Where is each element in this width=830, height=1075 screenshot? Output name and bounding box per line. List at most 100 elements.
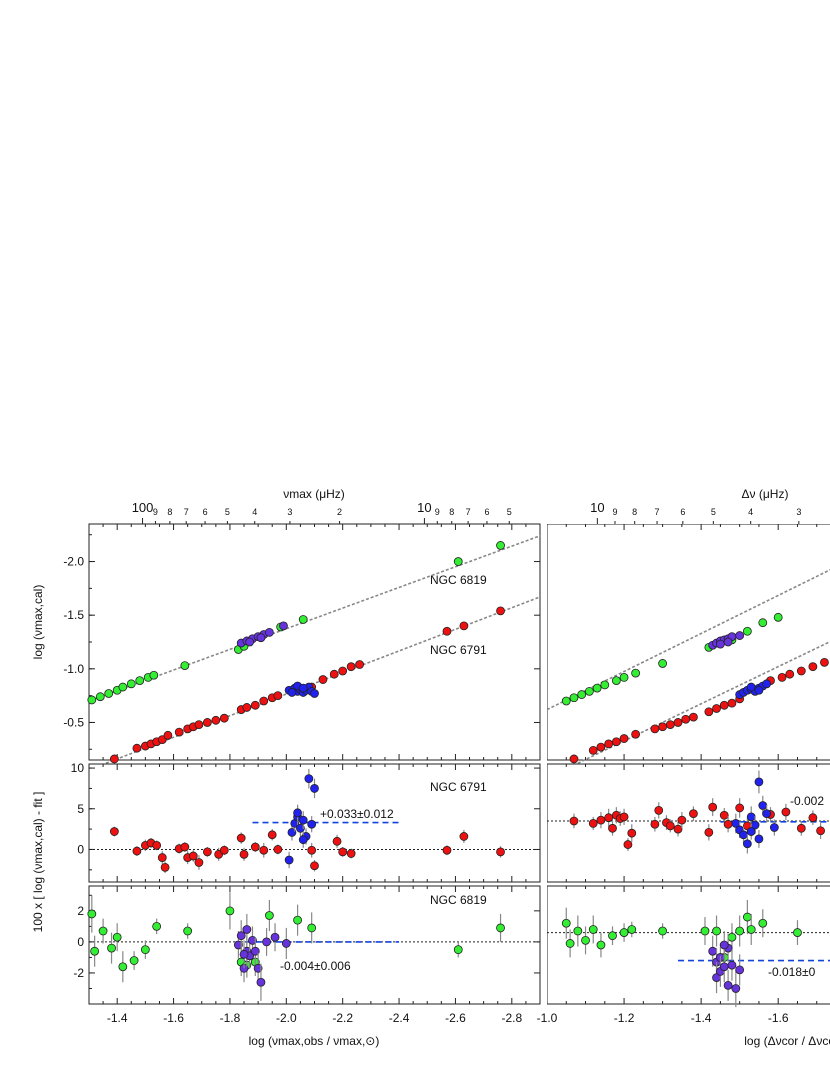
data-point <box>279 621 288 631</box>
data-point <box>596 815 606 825</box>
data-point <box>619 734 629 743</box>
data-point <box>769 823 779 832</box>
data-point <box>287 688 297 697</box>
data-point <box>708 802 718 812</box>
data-point <box>259 696 269 706</box>
data-point <box>298 683 308 693</box>
data-point <box>233 940 243 950</box>
data-point <box>296 823 305 833</box>
data-point <box>781 807 791 817</box>
x-tick-label: -1.4 <box>107 1011 128 1025</box>
data-point <box>719 700 729 710</box>
data-point <box>298 615 308 624</box>
data-point <box>723 980 733 990</box>
label-offset-6819: -0.004±0.006 <box>280 959 351 973</box>
data-point <box>592 683 602 693</box>
y-tick-label: -2.0 <box>63 555 84 569</box>
y-tick-label: 10 <box>71 761 85 775</box>
data-point <box>627 828 637 838</box>
fit-line <box>88 535 541 702</box>
data-point <box>712 704 721 713</box>
y-tick-label: 5 <box>77 802 84 816</box>
data-point <box>132 846 142 856</box>
data-point <box>758 618 768 628</box>
data-point <box>588 925 598 934</box>
data-point <box>561 696 571 706</box>
data-point <box>459 621 469 631</box>
data-point <box>673 824 683 834</box>
data-point <box>126 679 136 689</box>
panel-frame <box>88 523 541 761</box>
panel-left-top: -0.5 -1.0 -1.5 -2.0 <box>63 523 541 764</box>
data-point <box>149 670 159 680</box>
data-point <box>129 956 139 965</box>
data-point <box>236 931 246 941</box>
data-point <box>719 940 729 950</box>
top-tick-label: 8 <box>449 507 454 517</box>
data-point <box>239 849 249 859</box>
data-point <box>689 809 698 819</box>
data-point <box>109 754 119 764</box>
data-point <box>259 845 269 855</box>
data-point <box>442 845 452 855</box>
data-point <box>808 662 818 672</box>
data-point <box>202 718 212 727</box>
data-point <box>596 940 606 950</box>
data-point <box>135 676 145 686</box>
data-point <box>293 808 302 818</box>
data-point <box>754 685 764 695</box>
data-point <box>307 845 317 855</box>
data-point <box>754 834 764 844</box>
panel-right-bottom <box>547 885 830 1008</box>
data-point <box>273 691 283 701</box>
data-point <box>565 939 575 948</box>
fit-line <box>547 568 830 711</box>
data-point <box>716 639 725 649</box>
data-point <box>742 839 752 849</box>
data-point <box>242 703 252 712</box>
data-point <box>304 774 314 784</box>
data-point <box>250 946 260 956</box>
label-offset-6819-right: -0.018±0 <box>768 965 816 979</box>
data-point <box>739 830 748 840</box>
data-point <box>689 712 698 722</box>
panel-left-bottom: -2 0 2 <box>73 885 541 1005</box>
data-point <box>270 932 280 942</box>
data-point <box>298 815 308 825</box>
data-point <box>681 714 691 724</box>
data-point <box>245 637 255 647</box>
data-point <box>658 659 667 668</box>
top-tick-label: 100 <box>132 500 154 515</box>
data-point <box>619 928 629 937</box>
data-point <box>762 809 772 819</box>
data-point <box>163 730 173 740</box>
x-tick-label: -1.8 <box>220 1011 241 1025</box>
top-tick-label: 10 <box>590 500 604 515</box>
data-point <box>658 926 667 936</box>
panel-frame <box>547 763 830 883</box>
data-point <box>453 557 463 566</box>
data-point <box>253 963 263 973</box>
top-tick-label: 8 <box>632 507 637 517</box>
data-point <box>742 626 752 636</box>
data-point <box>658 722 667 732</box>
data-point <box>719 810 729 820</box>
data-point <box>735 631 745 640</box>
top-tick-label: 4 <box>748 507 753 517</box>
data-point <box>338 847 348 857</box>
data-point <box>611 737 621 747</box>
data-point <box>735 965 745 975</box>
data-point <box>758 801 768 810</box>
data-point <box>346 662 356 672</box>
data-point <box>140 945 150 955</box>
data-point <box>623 840 633 849</box>
data-point <box>202 847 212 857</box>
data-point <box>746 812 756 822</box>
data-point <box>631 668 641 678</box>
data-point <box>584 686 594 696</box>
data-point <box>281 939 291 948</box>
data-point <box>604 813 614 823</box>
x-tick-label: -2.6 <box>445 1011 466 1025</box>
y-tick-label: 0 <box>77 842 84 856</box>
